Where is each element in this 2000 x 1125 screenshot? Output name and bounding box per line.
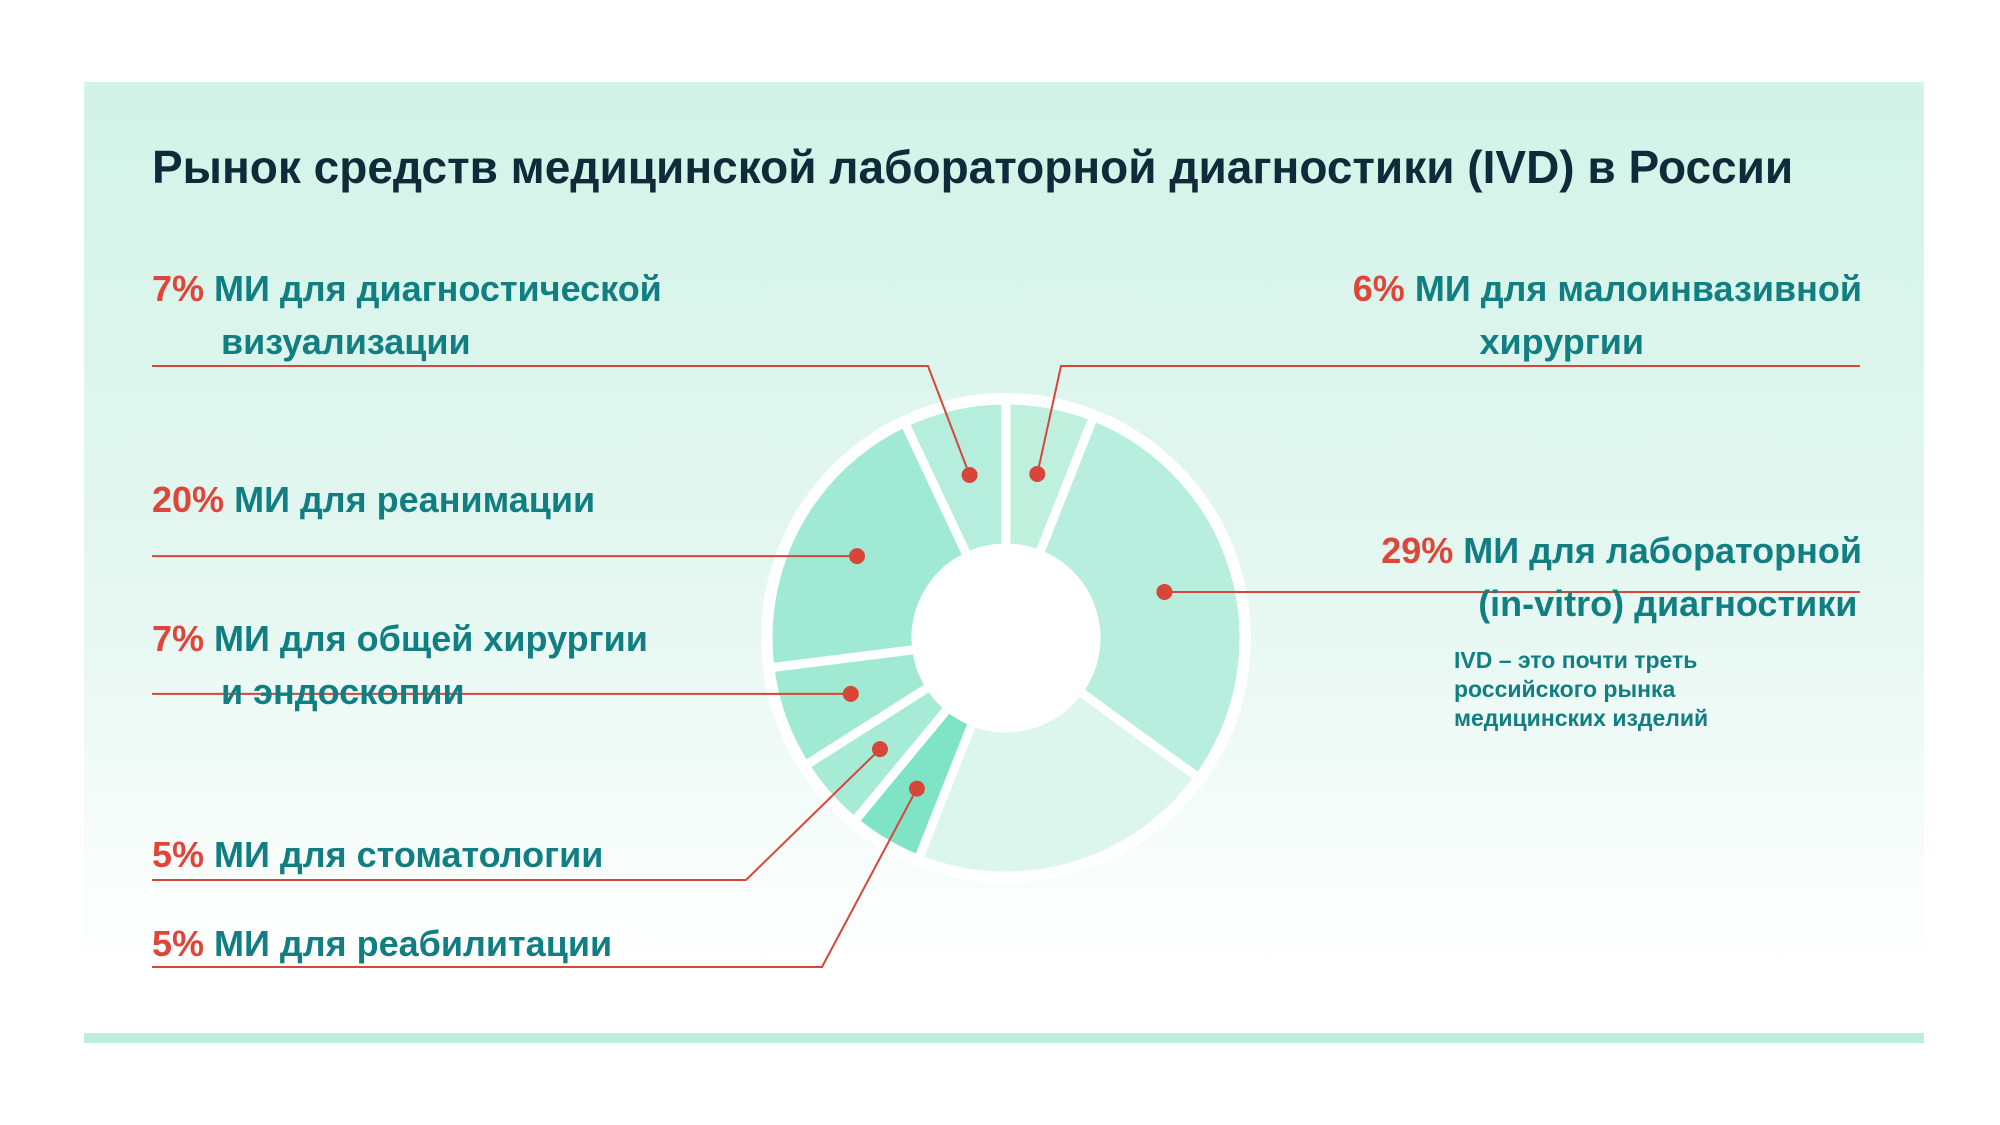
leader-lines xyxy=(152,365,1860,968)
donut-hole xyxy=(920,552,1092,724)
label-dentistry: 5% МИ для стоматологии xyxy=(152,834,604,875)
leader-dot-3 xyxy=(908,780,925,797)
leader-line-0 xyxy=(1036,365,1860,475)
label-visualization: 7% МИ для диагностической визуализации xyxy=(152,268,662,362)
leader-line-4 xyxy=(152,748,881,881)
leader-dot-0 xyxy=(1029,465,1046,482)
leader-dot-7 xyxy=(961,467,978,484)
leader-dot-4 xyxy=(871,741,888,758)
bottom-divider xyxy=(84,1033,1924,1043)
leader-dot-5 xyxy=(842,685,859,702)
donut-outer-ring xyxy=(761,393,1251,883)
leader-line-7 xyxy=(152,365,971,476)
label-resuscitation: 20% МИ для реанимации xyxy=(152,479,596,520)
leader-dot-6 xyxy=(849,548,866,565)
label-laboratory: 29% МИ для лабораторной (in-vitro) диагн… xyxy=(1381,530,1862,624)
label-rehabilitation: 5% МИ для реабилитации xyxy=(152,923,613,964)
donut-slices xyxy=(761,393,1251,883)
leader-line-3 xyxy=(152,788,918,968)
chart-title: Рынок средств медицинской лабораторной д… xyxy=(152,141,1794,193)
label-minimally-invasive: 6% МИ для малоинвазивной хирургии xyxy=(1352,268,1862,362)
leader-dot-1 xyxy=(1156,583,1173,600)
label-surgery: 7% МИ для общей хирургии и эндоскопии xyxy=(152,618,648,712)
ivd-note: IVD – это почти треть российского рынка … xyxy=(1454,647,1709,731)
